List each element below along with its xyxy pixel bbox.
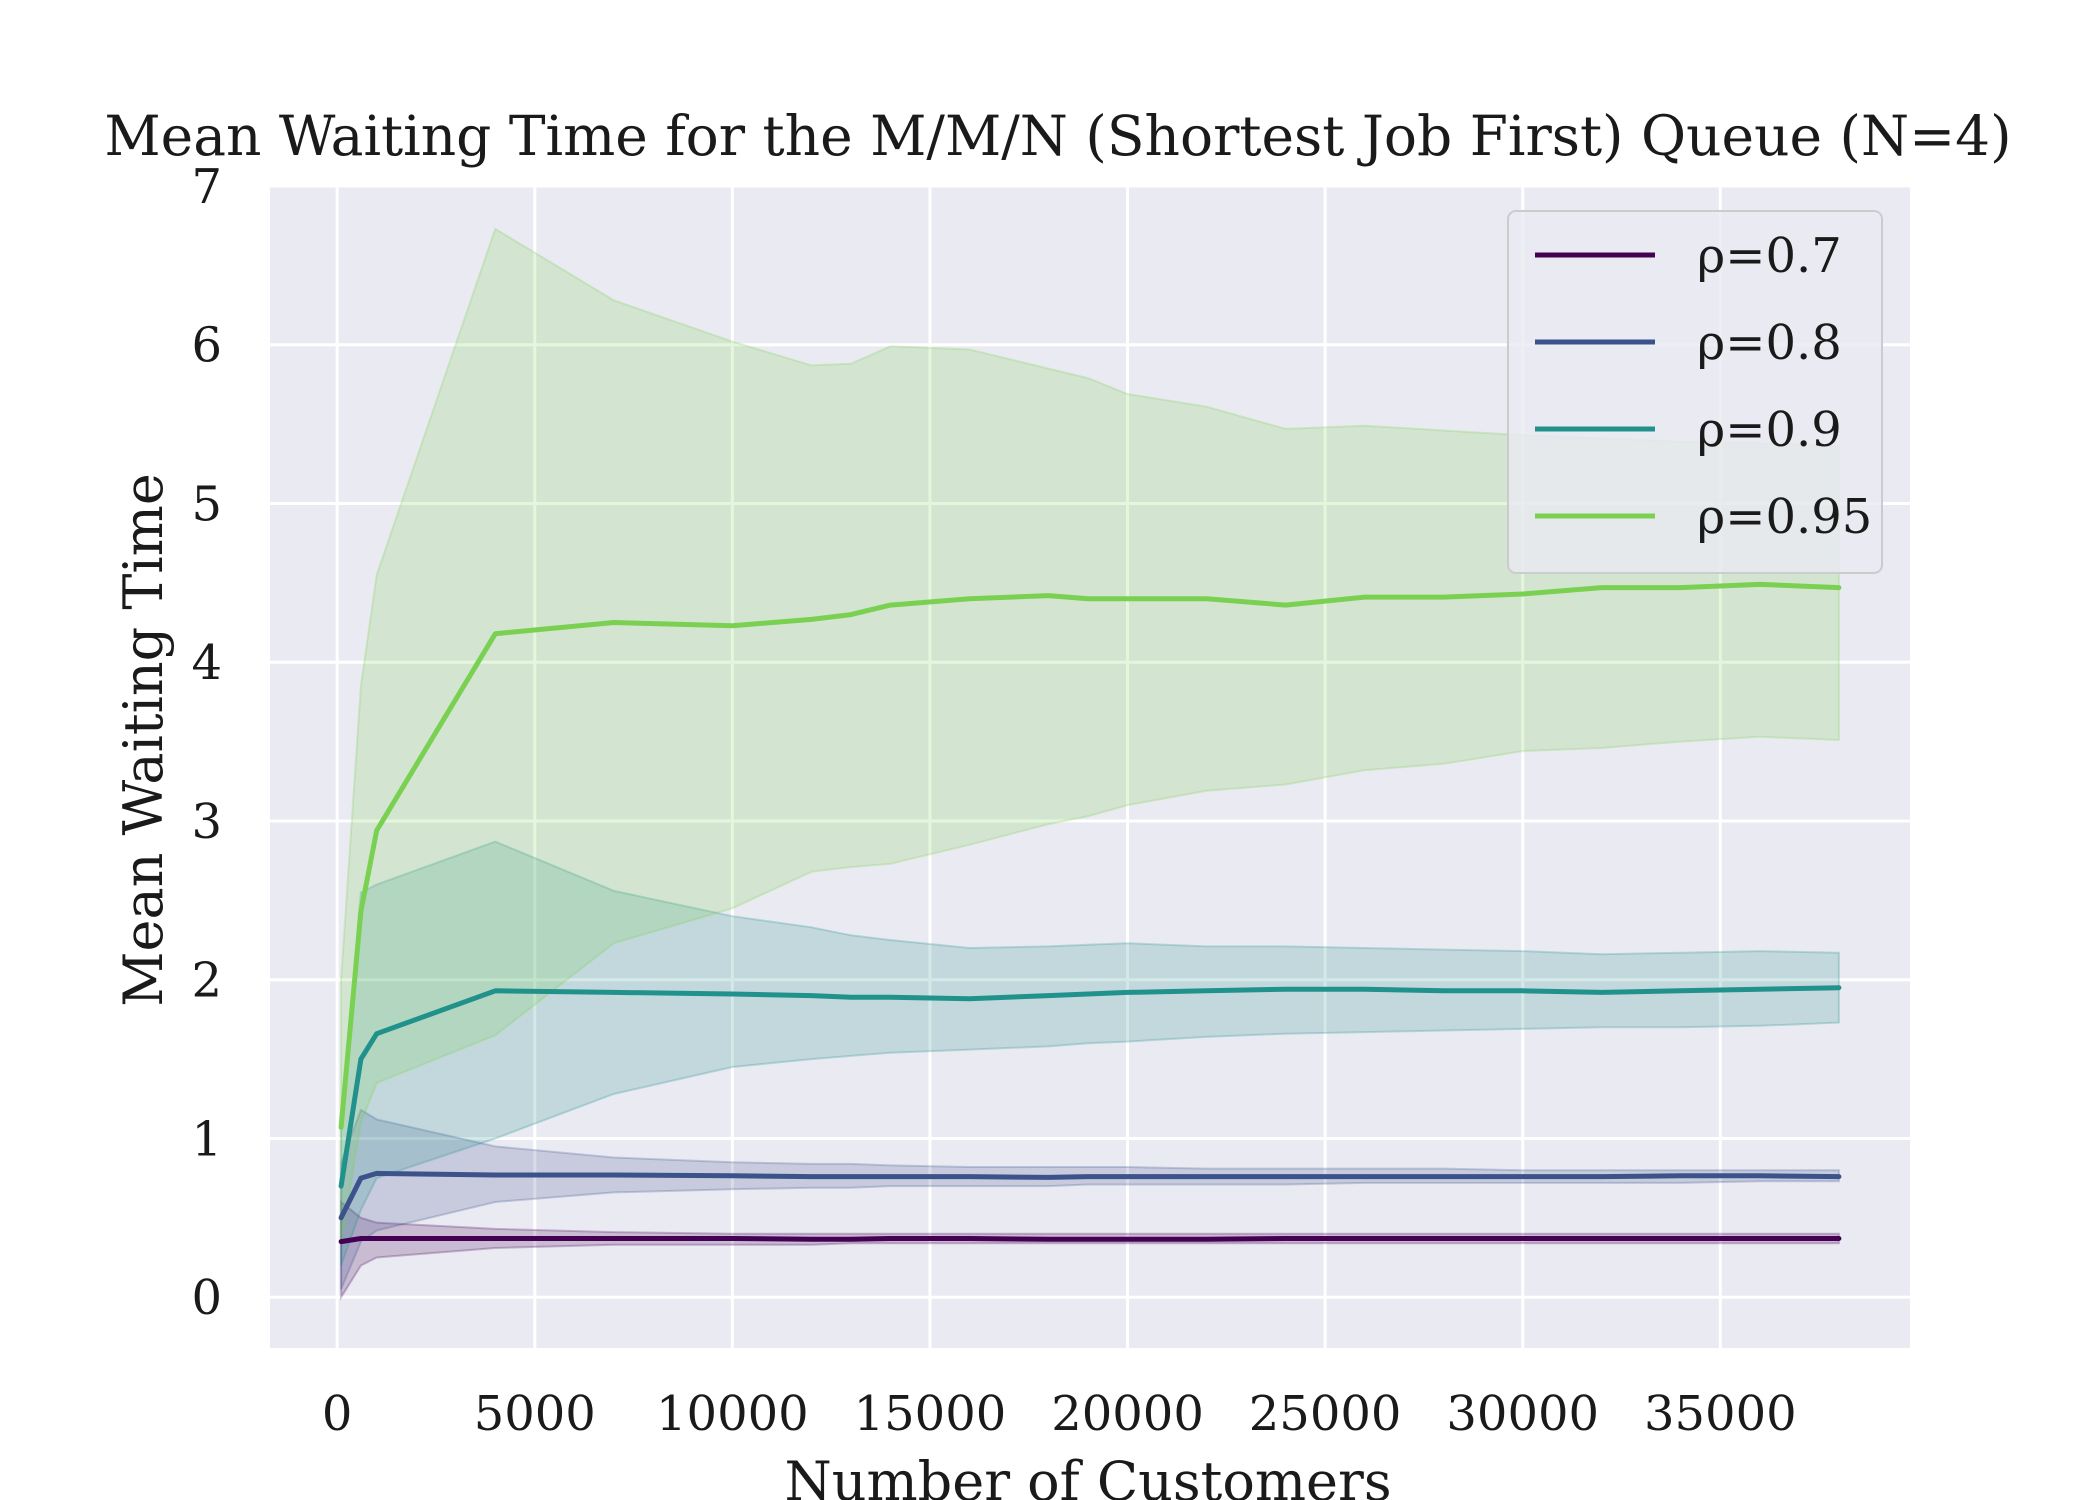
x-tick-label: 35000 [1644,1386,1797,1442]
y-gridlines [270,184,1910,1299]
confidence-band-0 [340,1199,1840,1301]
x-tick-label: 25000 [1249,1386,1402,1442]
y-tick-label: 2 [191,953,222,1009]
y-tick-label: 1 [191,1111,222,1167]
x-tick-label: 30000 [1446,1386,1599,1442]
x-tick-label: 0 [322,1386,353,1442]
y-tick-label: 0 [191,1270,222,1326]
legend-label-1: ρ=0.8 [1697,315,1842,371]
chart-title: Mean Waiting Time for the M/M/N (Shortes… [104,104,2011,168]
x-tick-labels: 0 5000 10000 15000 20000 25000 30000 35000 [322,1386,1797,1442]
y-tick-label: 7 [191,159,222,215]
confidence-band-3 [340,227,1840,1242]
legend-box [1507,210,1883,574]
series-line-1 [338,1170,1842,1221]
series-lines [338,581,1842,1245]
legend-label-3: ρ=0.95 [1697,489,1872,545]
x-tick-label: 15000 [854,1386,1007,1442]
y-tick-label: 3 [191,794,222,850]
series-line-3 [338,581,1842,1130]
series-line-0 [338,1236,1842,1245]
x-tick-label: 5000 [474,1386,596,1442]
y-axis-label: Mean Waiting Time [112,473,175,1007]
legend: ρ=0.7 ρ=0.8 ρ=0.9 ρ=0.95 [1507,210,1883,574]
legend-label-0: ρ=0.7 [1697,228,1842,284]
x-tick-label: 10000 [656,1386,809,1442]
confidence-bands [340,227,1840,1301]
x-tick-label: 20000 [1051,1386,1204,1442]
y-tick-label: 5 [191,476,222,532]
legend-label-2: ρ=0.9 [1697,402,1842,458]
confidence-band-2 [340,840,1840,1266]
y-tick-label: 6 [191,318,222,374]
x-axis-label: Number of Customers [784,1450,1391,1500]
confidence-band-1 [340,1108,1840,1290]
series-line-2 [338,985,1842,1189]
y-tick-labels: 0 1 2 3 4 5 6 7 [191,159,222,1326]
y-tick-label: 4 [191,635,222,691]
